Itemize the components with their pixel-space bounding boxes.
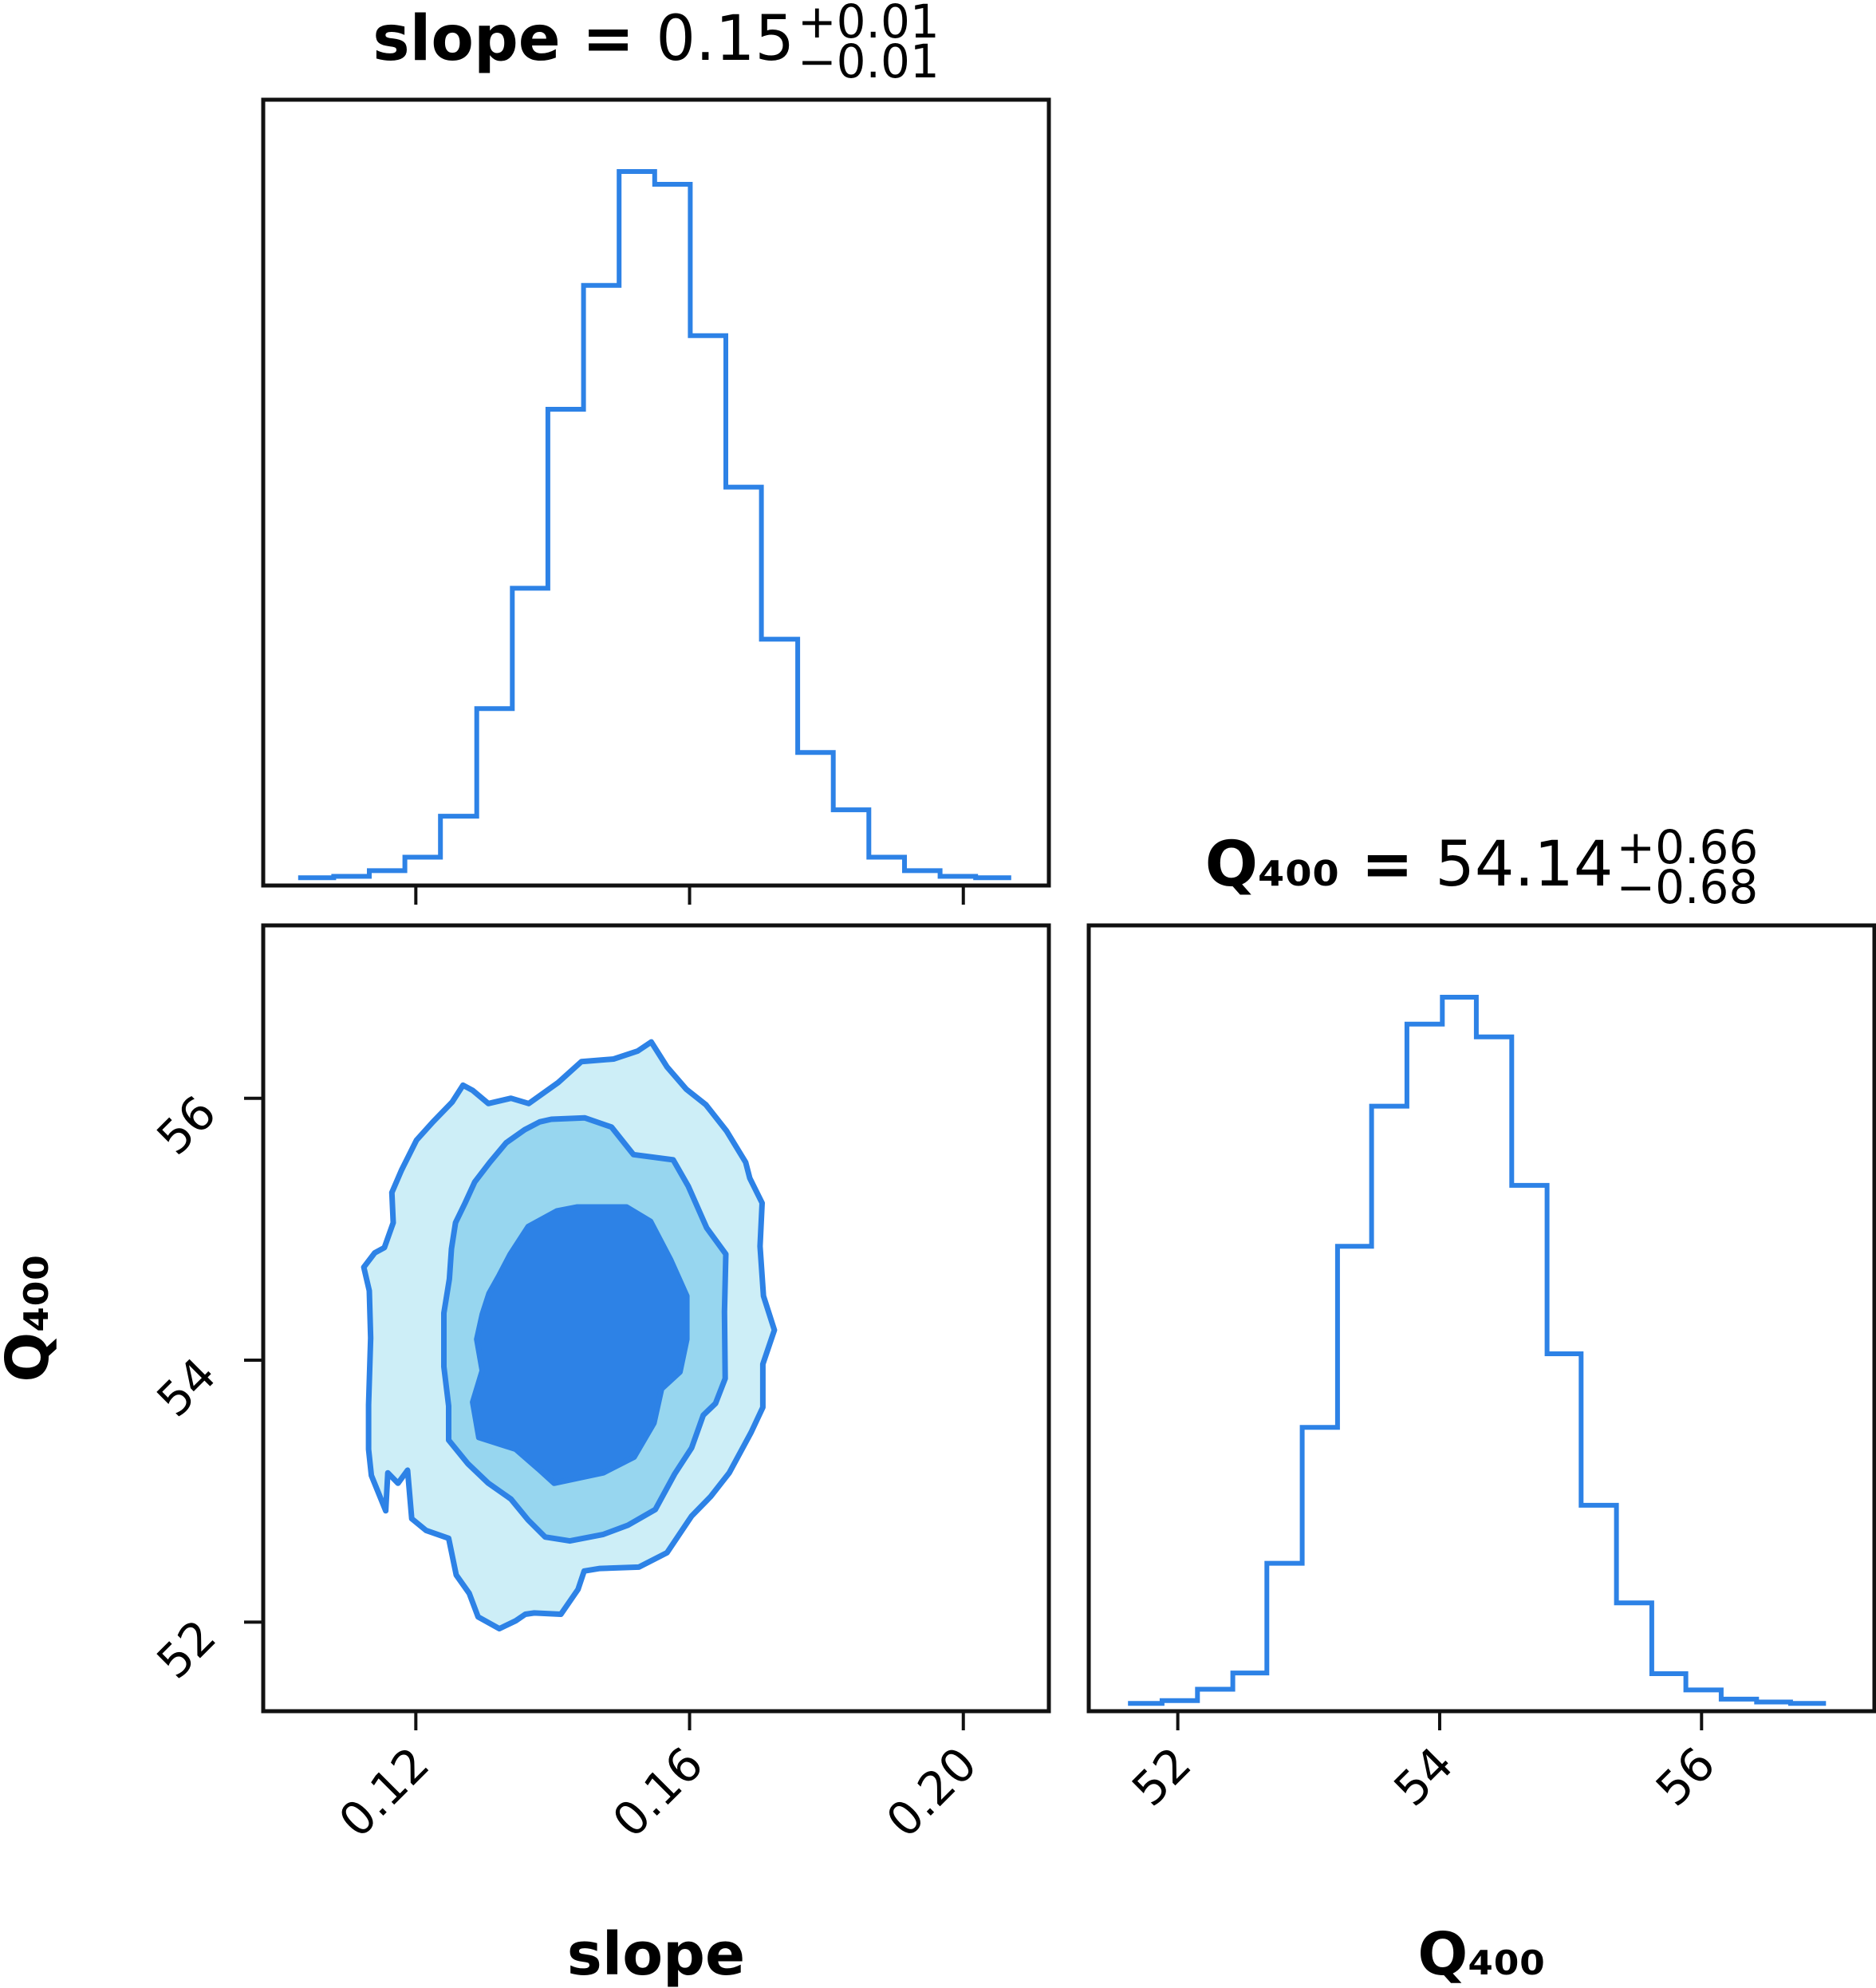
q400-histogram-bin — [1233, 1673, 1267, 1705]
q400-histogram-bin — [1303, 1427, 1338, 1705]
q400-x-tick-label: 54 — [1384, 1737, 1464, 1816]
q400-histogram-bin — [1547, 1354, 1582, 1705]
slope-title-minus: −0.01 — [798, 34, 940, 89]
q400-histogram-bin — [1617, 1603, 1652, 1705]
q400-histogram-bin — [1756, 1702, 1791, 1705]
q400-histogram-bin — [1511, 1185, 1547, 1705]
slope-histogram-bin — [940, 876, 976, 879]
slope-histogram-bin — [690, 336, 726, 879]
slope-histogram-bin — [405, 858, 441, 879]
q400-histogram-bin — [1338, 1246, 1372, 1705]
q400-x-axis-label: Q₄₀₀ — [1417, 1920, 1545, 1988]
contour-inner — [470, 1204, 690, 1486]
slope-histogram-frame — [261, 97, 1051, 888]
q400-x-tick-label: 56 — [1645, 1737, 1725, 1816]
q400-histogram-bin — [1267, 1564, 1302, 1705]
q400-histogram-frame — [1086, 923, 1876, 1714]
contour-levels — [361, 1039, 778, 1632]
q400-histogram-bin — [1652, 1674, 1686, 1705]
slope-histogram-bin — [298, 878, 334, 879]
contour-x-tick-label: 0.20 — [876, 1737, 987, 1848]
slope-histogram-bin — [975, 878, 1011, 879]
slope-histogram-bin — [619, 172, 655, 879]
slope-histogram-bin — [584, 286, 620, 879]
slope-histogram-bin — [655, 184, 691, 879]
contour-y-axis-label: Q₄₀₀ — [0, 1254, 62, 1382]
slope-title-text: slope = 0.15 — [372, 3, 794, 75]
slope-title: slope = 0.15 +0.01−0.01 — [372, 0, 940, 89]
slope-histogram-bin — [512, 588, 548, 879]
q400-histogram-bin — [1686, 1690, 1721, 1705]
q400-title-text: Q₄₀₀ = 54.14 — [1205, 829, 1614, 901]
q400-histogram-bin — [1197, 1689, 1232, 1705]
q400-histogram-step — [1128, 995, 1827, 1706]
slope-title-plus: +0.01 — [798, 0, 940, 49]
slope-histogram-bin — [477, 708, 513, 879]
q400-histogram-bin — [1372, 1106, 1407, 1705]
slope-histogram-bin — [762, 639, 798, 879]
contour-frame — [261, 923, 1051, 1714]
q400-histogram-bin — [1476, 1037, 1511, 1705]
q400-histogram-bin — [1791, 1703, 1826, 1705]
slope-histogram-bin — [869, 858, 905, 879]
slope-histogram-step — [298, 169, 1011, 881]
slope-histogram-bin — [798, 752, 834, 879]
q400-histogram-bin — [1407, 1024, 1442, 1705]
q400-title-minus: −0.68 — [1617, 860, 1759, 914]
contour-y-tick-label: 52 — [147, 1609, 227, 1689]
contour-x-tick-label: 0.16 — [602, 1737, 713, 1848]
contour-y-tick-label: 56 — [147, 1086, 227, 1166]
slope-histogram-bin — [834, 810, 869, 879]
slope-histogram-bin — [440, 816, 476, 879]
slope-histogram-bin — [726, 487, 762, 879]
q400-title-plus: +0.66 — [1617, 820, 1759, 874]
slope-histogram-bin — [369, 870, 405, 879]
contour-x-axis-label: slope — [567, 1920, 745, 1988]
q400-histogram-bin — [1162, 1701, 1197, 1705]
slope-histogram-bin — [905, 870, 940, 879]
q400-histogram-bin — [1721, 1699, 1756, 1705]
slope-histogram-bin — [333, 876, 369, 879]
q400-histogram-bin — [1581, 1505, 1616, 1705]
contour-y-tick-label: 54 — [147, 1347, 227, 1427]
q400-histogram-bin — [1442, 997, 1476, 1705]
contour-x-tick-label: 0.12 — [329, 1737, 439, 1848]
slope-histogram-bin — [548, 409, 584, 879]
q400-x-tick-label: 52 — [1121, 1737, 1201, 1816]
q400-title: Q₄₀₀ = 54.14 +0.66−0.68 — [1205, 820, 1759, 914]
q400-histogram-bin — [1128, 1703, 1162, 1705]
